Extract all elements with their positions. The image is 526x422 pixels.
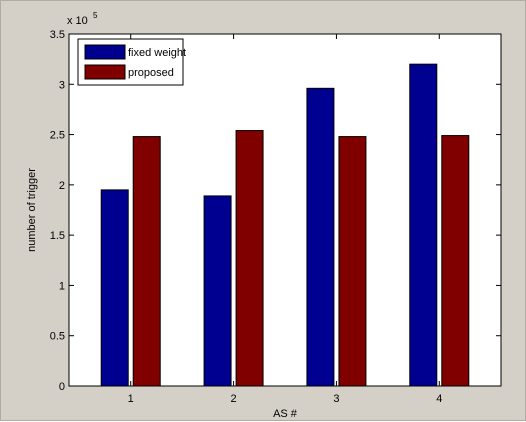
legend-label-fixed-weight: fixed weight [128, 47, 186, 59]
legend: fixed weight proposed [77, 38, 186, 86]
legend-swatch-proposed [84, 64, 126, 80]
legend-label-proposed: proposed [128, 67, 174, 79]
x-tick-label: 3 [333, 393, 339, 405]
y-tick-label: 2.5 [50, 130, 65, 142]
y-tick-label: 2 [59, 180, 65, 192]
legend-swatch-fixed-weight [84, 44, 126, 60]
bars-group [100, 63, 470, 387]
bar-fixed-weight-3 [306, 87, 335, 387]
y-tick-label: 1.5 [50, 230, 65, 242]
bar-fixed-weight-4 [409, 63, 438, 387]
x-axis-label: AS # [273, 408, 298, 420]
y-tick-label: 3.5 [50, 29, 65, 41]
axes-frame [68, 33, 502, 387]
bar-fixed-weight-1 [100, 189, 129, 387]
y-tick-label: 3 [59, 79, 65, 91]
bar-proposed-1 [132, 136, 161, 387]
y-exponent-power: 5 [93, 11, 98, 20]
bar-proposed-2 [235, 130, 264, 387]
y-tick-label: 0 [59, 381, 65, 393]
y-axis-label: number of trigger [26, 168, 38, 252]
bar-proposed-3 [338, 136, 367, 387]
y-tick-label: 0.5 [50, 331, 65, 343]
axes-group: 0 0.5 1 1.5 2 2.5 3 3.5 1 2 3 4 [50, 29, 502, 405]
bar-fixed-weight-2 [203, 195, 232, 387]
bar-proposed-4 [441, 135, 470, 387]
y-exponent-base: x 10 [67, 15, 88, 27]
y-tick-label: 1 [59, 280, 65, 292]
x-tick-label: 2 [231, 393, 237, 405]
y-axis-exponent: x 10 5 [67, 11, 98, 27]
x-tick-label: 1 [128, 393, 134, 405]
x-tick-label: 4 [436, 393, 442, 405]
